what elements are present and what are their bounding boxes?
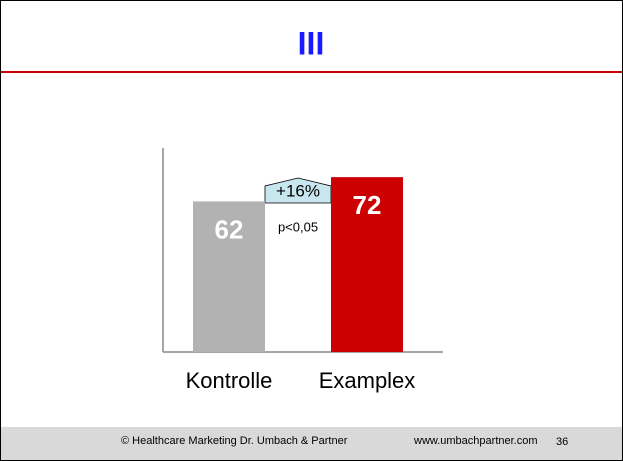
footer-url: www.umbachpartner.com (413, 435, 538, 447)
slide-title: III (298, 25, 325, 61)
x-tick-label: Examplex (319, 368, 416, 393)
value-label: 72 (353, 190, 382, 220)
footer-text: © Healthcare Marketing Dr. Umbach & Part… (121, 435, 348, 447)
significance-label: p<0,05 (278, 219, 318, 234)
difference-label: +16% (276, 181, 320, 200)
x-tick-label: Kontrolle (186, 368, 273, 393)
difference-badge (264, 177, 332, 204)
value-label: 62 (215, 214, 244, 244)
page-number: 36 (556, 436, 568, 448)
footer-band (1, 427, 622, 460)
bar (331, 177, 403, 352)
bar (193, 201, 265, 352)
